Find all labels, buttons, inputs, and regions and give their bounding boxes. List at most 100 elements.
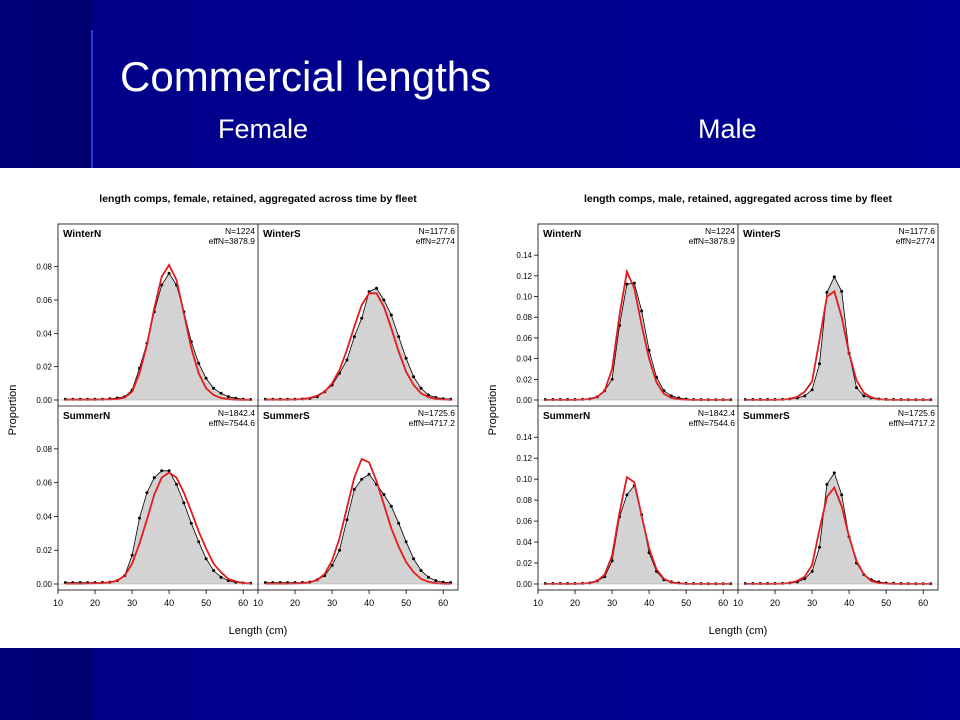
panel-name: WinterS xyxy=(743,229,781,240)
effn-label: effN=4717.2 xyxy=(889,418,936,428)
observed-point xyxy=(647,348,651,352)
x-tick-label: 30 xyxy=(807,598,817,608)
observed-point xyxy=(818,545,821,549)
y-tick-label: 0.04 xyxy=(516,538,532,547)
observed-area xyxy=(545,485,731,584)
effn-label: effN=7544.6 xyxy=(209,418,256,428)
y-tick-label: 0.06 xyxy=(516,517,532,526)
observed-point xyxy=(145,491,149,495)
observed-point xyxy=(404,540,408,544)
n-label: N=1177.6 xyxy=(419,226,456,236)
observed-point xyxy=(382,493,386,496)
observed-point xyxy=(138,516,141,520)
observed-point xyxy=(204,376,208,380)
n-label: N=1725.6 xyxy=(898,408,935,418)
observed-point xyxy=(810,388,814,392)
expected-line xyxy=(65,471,251,585)
panel-name: SummerS xyxy=(743,411,790,422)
panel-name: SummerN xyxy=(63,411,110,422)
observed-point xyxy=(360,316,364,320)
x-axis-label: Length (cm) xyxy=(709,625,768,637)
x-tick-label: 40 xyxy=(844,598,854,608)
x-tick-label: 50 xyxy=(401,598,411,608)
expected-line xyxy=(265,292,451,401)
y-tick-label: 0.02 xyxy=(36,546,52,555)
y-tick-label: 0.04 xyxy=(516,355,532,364)
x-tick-label: 60 xyxy=(718,598,728,608)
observed-point xyxy=(625,493,629,497)
observed-point xyxy=(434,579,438,583)
observed-point xyxy=(818,362,821,366)
observed-point xyxy=(803,394,807,398)
observed-point xyxy=(832,471,836,475)
observed-point xyxy=(212,569,216,572)
observed-point xyxy=(825,290,829,294)
slide-title: Commercial lengths xyxy=(120,53,492,100)
observed-point xyxy=(130,553,134,557)
observed-point xyxy=(610,559,614,563)
observed-point xyxy=(189,521,193,525)
y-tick-label: 0.14 xyxy=(516,433,532,442)
observed-area xyxy=(745,276,931,400)
y-tick-label: 0.00 xyxy=(516,396,532,405)
x-tick-label: 50 xyxy=(881,598,891,608)
observed-point xyxy=(840,289,844,293)
n-label: N=1224 xyxy=(225,226,255,236)
observed-point xyxy=(352,335,356,339)
x-tick-label: 40 xyxy=(644,598,654,608)
effn-label: effN=4717.2 xyxy=(409,418,456,428)
observed-point xyxy=(825,482,829,486)
y-tick-label: 0.04 xyxy=(36,512,52,521)
y-tick-label: 0.02 xyxy=(516,375,532,384)
observed-point xyxy=(167,271,171,275)
observed-point xyxy=(226,395,230,399)
panel-name: WinterN xyxy=(63,229,101,240)
n-label: N=1224 xyxy=(705,226,735,236)
x-tick-label: 30 xyxy=(327,598,337,608)
observed-point xyxy=(382,298,386,302)
n-label: N=1842.4 xyxy=(698,408,735,418)
observed-point xyxy=(426,575,430,579)
observed-point xyxy=(182,501,186,505)
n-label: N=1842.4 xyxy=(218,408,255,418)
female-label: Female xyxy=(218,114,309,144)
observed-point xyxy=(352,487,356,491)
observed-point xyxy=(375,286,378,290)
effn-label: effN=3878.9 xyxy=(689,236,736,246)
n-label: N=1177.6 xyxy=(899,226,936,236)
accent-divider xyxy=(91,30,93,170)
x-tick-label: 50 xyxy=(201,598,211,608)
observed-point xyxy=(419,386,423,390)
x-tick-label: 20 xyxy=(570,598,580,608)
y-tick-label: 0.06 xyxy=(516,334,532,343)
observed-point xyxy=(219,575,223,579)
observed-point xyxy=(330,563,334,567)
male-label: Male xyxy=(698,114,757,144)
observed-point xyxy=(345,518,349,522)
effn-label: effN=3878.9 xyxy=(209,236,256,246)
x-tick-label: 10 xyxy=(253,598,263,608)
observed-point xyxy=(197,540,201,544)
x-tick-label: 30 xyxy=(607,598,617,608)
panel-name: WinterS xyxy=(263,229,301,240)
observed-area xyxy=(745,472,931,584)
observed-point xyxy=(610,377,614,381)
x-tick-label: 50 xyxy=(681,598,691,608)
observed-area xyxy=(65,470,251,584)
observed-point xyxy=(419,569,423,572)
y-tick-label: 0.12 xyxy=(516,454,532,463)
observed-point xyxy=(167,469,171,473)
x-tick-label: 10 xyxy=(533,598,543,608)
x-tick-label: 40 xyxy=(164,598,174,608)
y-tick-label: 0.10 xyxy=(516,293,532,302)
observed-point xyxy=(625,282,629,286)
x-tick-label: 20 xyxy=(90,598,100,608)
y-tick-label: 0.00 xyxy=(36,396,52,405)
